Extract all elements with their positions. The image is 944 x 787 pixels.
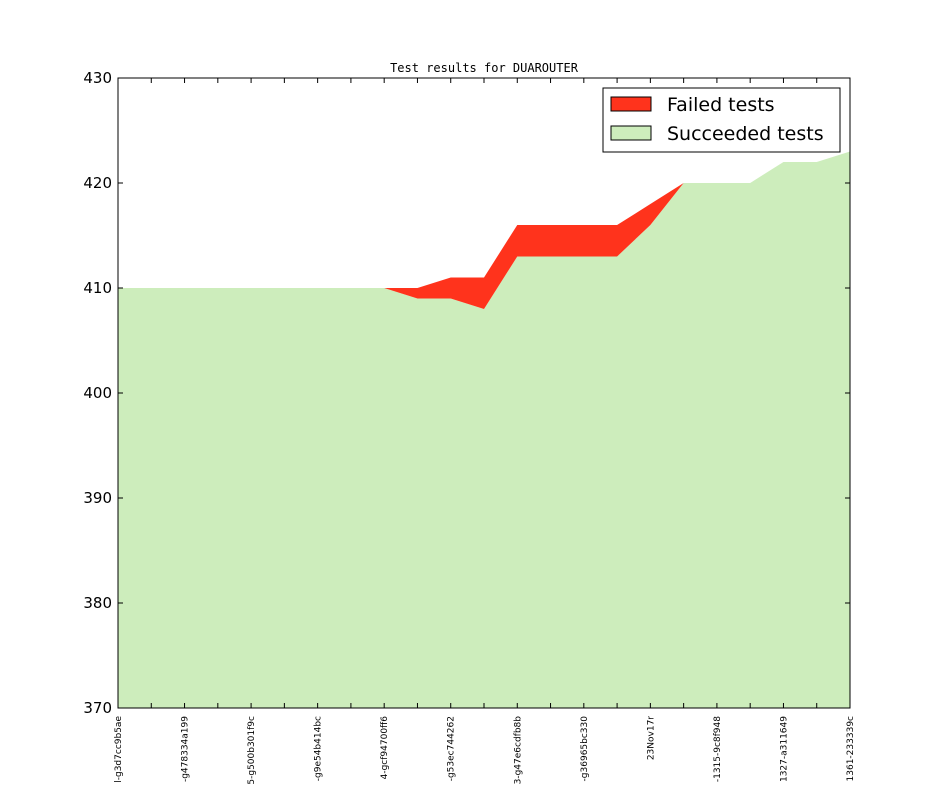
legend: Failed tests Succeeded tests <box>602 87 841 153</box>
legend-label: Succeeded tests <box>667 123 824 145</box>
x-tick-label: 5-g500b301f9c <box>247 716 257 785</box>
area-failed-tests <box>118 151 850 309</box>
x-tick-label: l-g3d7cc9b5ae <box>114 716 124 783</box>
x-tick-label: 23Nov17r <box>646 716 656 760</box>
y-tick-label: 430 <box>83 69 112 87</box>
x-tick-label: 1327-a311649 <box>779 716 789 782</box>
y-tick-label: 370 <box>83 699 112 717</box>
y-tick-label: 420 <box>83 174 112 192</box>
x-tick-label: 3-g47e6cdfb8b <box>513 716 523 785</box>
x-tick-label: -1315-9c8f948 <box>713 716 723 782</box>
x-axis-ticks: l-g3d7cc9b5ae -g478334a199 5-g500b301f9c -g… <box>114 78 856 785</box>
y-tick-label: 390 <box>83 489 112 507</box>
x-tick-label: -g53ec744262 <box>447 716 457 781</box>
x-tick-label: -g36965bc330 <box>580 716 590 782</box>
chart-title: Test results for DUAROUTER <box>390 61 579 75</box>
chart-areas <box>118 151 850 708</box>
x-tick-label: -g9e54b414bc <box>314 716 324 781</box>
x-tick-label: 4-gcf94700ff6 <box>380 716 390 780</box>
y-tick-label: 400 <box>83 384 112 402</box>
legend-label: Failed tests <box>667 94 775 116</box>
x-tick-label: -g478334a199 <box>181 716 191 782</box>
y-axis-ticks: 370 380 390 400 410 420 430 <box>83 69 850 717</box>
y-tick-label: 410 <box>83 279 112 297</box>
legend-swatch <box>610 125 652 141</box>
y-tick-label: 380 <box>83 594 112 612</box>
legend-swatch <box>610 96 652 112</box>
x-tick-label: 1361-233339c <box>846 716 856 782</box>
area-succeeded-tests <box>118 151 850 708</box>
